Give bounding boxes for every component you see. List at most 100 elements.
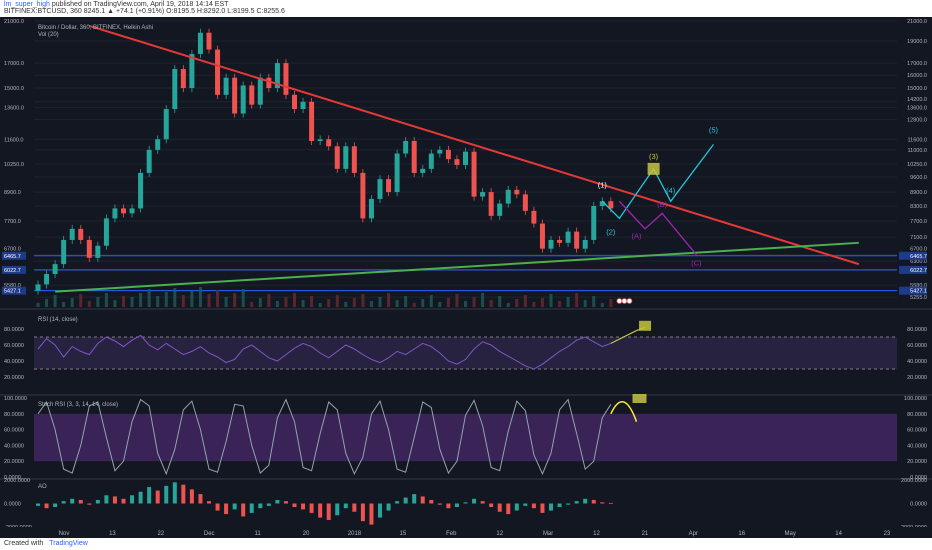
candle-body: [360, 172, 366, 219]
ao-bar: [600, 502, 605, 504]
candle-body: [112, 208, 118, 219]
price-axis-label-left: 11600.0: [4, 137, 23, 143]
candle-body: [95, 245, 101, 258]
price-axis-label-left: 6700.0: [4, 247, 21, 253]
price-axis-label: 7100.0: [910, 235, 927, 241]
stoch-axis-label: 40.0000: [907, 443, 927, 449]
ao-axis-label: 2000.0000: [901, 478, 927, 484]
ao-bar: [147, 487, 152, 504]
ao-bar: [104, 495, 109, 504]
ao-bar: [138, 491, 143, 504]
volume-bar: [241, 289, 245, 307]
stoch-axis-label: 100.0000: [904, 396, 927, 402]
volume-bar: [147, 289, 151, 307]
stoch-axis-label-left: 0.0000: [4, 475, 21, 481]
candle-body: [180, 69, 186, 89]
stoch-axis-label-left: 20.0000: [4, 459, 24, 465]
candle-body: [514, 189, 520, 195]
rsi-axis-label-left: 20.0000: [4, 375, 24, 381]
candle-body: [172, 69, 178, 110]
volume-bar: [87, 301, 91, 307]
candle-body: [232, 77, 238, 114]
tradingview-logo[interactable]: TradingView: [49, 540, 88, 547]
rsi-axis-label: 60.0000: [907, 343, 927, 349]
stoch-band: [34, 413, 897, 462]
chart-canvas[interactable]: 21000.019000.017000.016000.015000.014200…: [0, 17, 932, 538]
price-panel-title: Bitcoin / Dollar, 360, BITFINEX, Heikin …: [38, 25, 153, 31]
candle-body: [497, 203, 503, 216]
x-axis-label: 12: [496, 531, 503, 537]
candle-body: [599, 201, 605, 206]
ao-bar: [557, 503, 562, 508]
ao-bar: [95, 499, 100, 504]
volume-bar: [472, 297, 476, 307]
x-axis-label: 23: [884, 531, 891, 537]
price-axis-label: 10250.0: [907, 162, 927, 168]
price-axis-label-left: 13600.0: [4, 106, 24, 112]
ao-bar: [155, 490, 160, 504]
ao-bar: [301, 503, 306, 510]
volume-bar: [258, 298, 262, 307]
price-axis-label: 8300.0: [910, 204, 927, 210]
event-marker-icon: [616, 298, 623, 304]
volume-bar: [438, 302, 442, 307]
publish-header: lm_super_high published on TradingView.c…: [0, 0, 932, 17]
rsi-band: [34, 337, 897, 369]
volume-bar: [592, 296, 596, 307]
published-text: published on TradingView.com, April 19, …: [51, 1, 229, 8]
volume-bar: [387, 293, 391, 307]
candle-body: [61, 239, 67, 265]
volume-bar: [412, 303, 416, 307]
volume-bar: [489, 300, 493, 307]
volume-bar: [429, 295, 433, 307]
level-label-left: 6465.7: [4, 254, 21, 260]
wave-3-highlight-box: [647, 162, 660, 175]
level-label-left: 6022.7: [4, 268, 21, 274]
level-label-right: 6022.7: [910, 268, 927, 274]
candle-body: [351, 146, 357, 173]
volume-bar: [395, 300, 399, 307]
volume-bar: [335, 295, 339, 307]
volume-bar: [318, 303, 322, 307]
rsi-axis-label: 80.0000: [907, 327, 927, 333]
ao-bar: [44, 503, 49, 509]
event-marker-icon: [621, 298, 628, 304]
ao-bar: [403, 497, 408, 504]
price-axis-label: 8900.0: [910, 190, 927, 196]
stoch-projection-arc: [610, 401, 638, 422]
x-axis-label: 15: [400, 531, 407, 537]
rsi-axis-label-left: 60.0000: [4, 343, 24, 349]
price-axis-label: 19000.0: [907, 39, 927, 45]
volume-bar: [224, 297, 228, 307]
volume-bar: [207, 294, 211, 307]
x-axis-label: 13: [109, 531, 116, 537]
stoch-axis-label-left: 100.0000: [4, 396, 27, 402]
candle-body: [403, 141, 409, 154]
candle-body: [471, 151, 477, 197]
volume-bar: [198, 287, 202, 307]
ao-bar: [454, 503, 459, 508]
volume-bar: [515, 299, 519, 307]
ao-bar: [121, 498, 126, 504]
ao-bar: [446, 503, 451, 509]
volume-bar: [293, 293, 296, 307]
volume-bar: [361, 294, 365, 307]
candle-body: [155, 139, 161, 150]
stoch-axis-label: 0.0000: [910, 475, 927, 481]
ao-bar: [241, 503, 246, 517]
price-axis-label: 5580.0: [910, 283, 927, 289]
candle-body: [121, 208, 126, 214]
ao-bar: [207, 501, 211, 504]
ao-bar: [437, 503, 442, 505]
ao-bar: [591, 499, 596, 504]
ao-axis-label-left: 2000.0000: [4, 478, 30, 484]
author-link[interactable]: lm_super_high: [4, 1, 50, 8]
candle-body: [343, 146, 349, 169]
stoch-line: [37, 398, 612, 476]
x-axis-label: 21: [642, 531, 649, 537]
price-axis-label: 21000.0: [907, 19, 927, 25]
price-axis-label: 13600.0: [907, 106, 927, 112]
candle-body: [69, 228, 75, 240]
ao-bar: [343, 503, 348, 509]
candle-body: [103, 218, 109, 246]
